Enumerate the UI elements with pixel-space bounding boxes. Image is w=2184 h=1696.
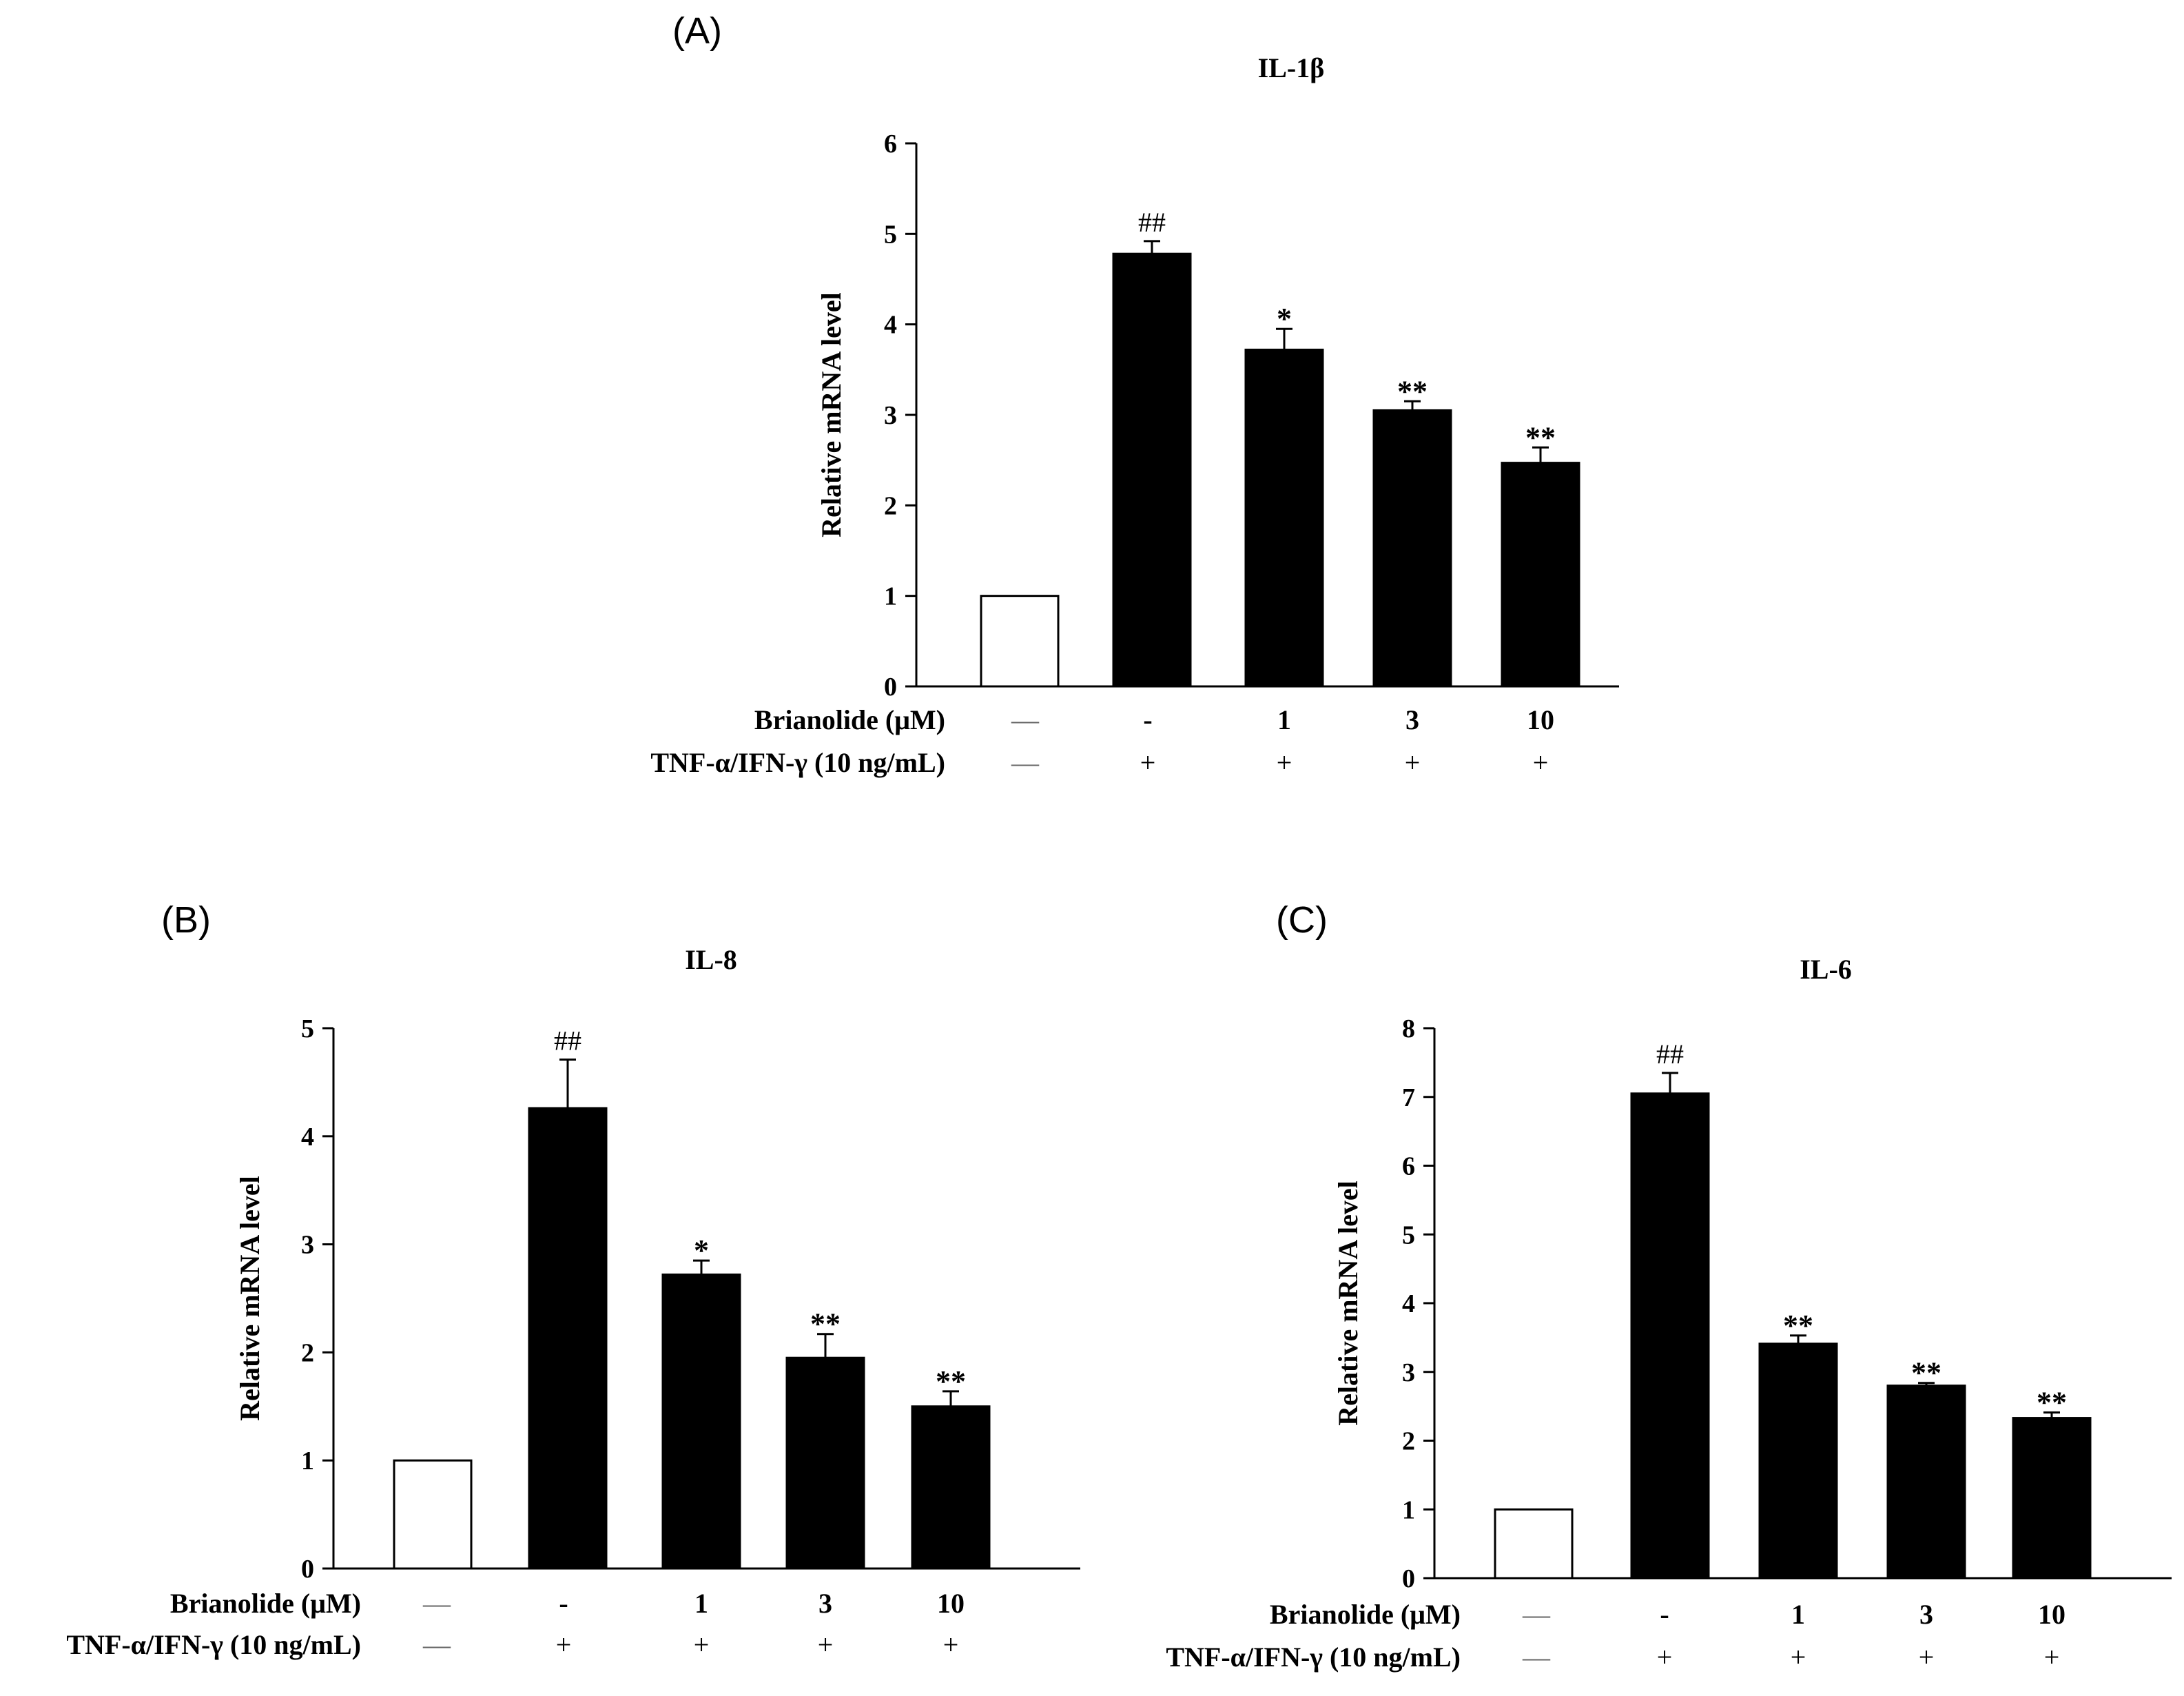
significance-label-1: ## [1138, 207, 1166, 238]
tnf-cell-3: + [1919, 1642, 1935, 1673]
row-label-brianolide: Brianolide (μM) [1270, 1599, 1461, 1630]
bar-2 [1758, 1342, 1838, 1580]
brianolide-cell-3: 3 [1919, 1599, 1933, 1630]
brianolide-cell-4: 10 [937, 1588, 965, 1619]
bar-0 [1494, 1508, 1574, 1580]
significance-label-3: ** [1397, 374, 1428, 408]
bar-4 [2012, 1417, 2092, 1580]
significance-label-4: ** [1525, 420, 1556, 454]
brianolide-cell-1: - [1660, 1599, 1669, 1630]
brianolide-cell-1: - [559, 1588, 568, 1619]
significance-label-4: ** [936, 1365, 966, 1398]
bar-1 [1630, 1092, 1710, 1580]
chart-title: IL-6 [1800, 954, 1852, 985]
significance-label-1: ## [554, 1025, 581, 1056]
y-tick-label: 2 [884, 491, 897, 520]
y-tick-label: 1 [884, 582, 897, 611]
y-tick-label: 1 [1402, 1495, 1415, 1524]
row-label-brianolide: Brianolide (μM) [754, 704, 945, 735]
y-tick-label: 5 [1402, 1220, 1415, 1249]
row-label-tnf: TNF-α/IFN-γ (10 ng/mL) [650, 747, 945, 778]
tnf-cell-4: + [1533, 747, 1549, 778]
panel-letter-b: (B) [161, 899, 211, 941]
y-tick-label: 4 [1402, 1289, 1415, 1318]
y-tick-label: 6 [1402, 1152, 1415, 1181]
y-tick-label: 4 [884, 311, 897, 340]
y-tick-label: 0 [884, 673, 897, 702]
tnf-cell-1: + [1140, 747, 1156, 778]
row-label-tnf: TNF-α/IFN-γ (10 ng/mL) [66, 1629, 361, 1660]
significance-label-3: ** [810, 1307, 841, 1341]
bar-3 [1372, 409, 1452, 688]
y-tick-label: 8 [1402, 1014, 1415, 1043]
significance-label-2: * [694, 1234, 709, 1267]
significance-label-4: ** [2037, 1386, 2067, 1420]
tnf-cell-1: + [1657, 1642, 1673, 1673]
row-label-brianolide: Brianolide (μM) [170, 1588, 361, 1619]
tnf-cell-4: + [943, 1629, 959, 1660]
y-tick-label: 7 [1402, 1083, 1415, 1112]
y-tick-label: 0 [1402, 1564, 1415, 1593]
tnf-cell-3: + [818, 1629, 834, 1660]
chart-panel-c: IL-6 Relative mRNA level 0 1 2 3 4 5 6 7 8 ## ** ** **… [1166, 954, 2172, 1673]
tnf-cell-2: + [694, 1629, 710, 1660]
significance-label-3: ** [1911, 1356, 1941, 1390]
bar-3 [1886, 1385, 1966, 1580]
y-tick-label: 1 [301, 1447, 314, 1475]
tnf-cell-2: + [1277, 747, 1292, 778]
brianolide-cell-2: 1 [1791, 1599, 1805, 1630]
y-tick-label: 5 [301, 1014, 314, 1043]
brianolide-cell-2: 1 [1277, 704, 1291, 735]
tnf-cell-0: — [1011, 747, 1040, 778]
brianolide-cell-3: 3 [1405, 704, 1419, 735]
brianolide-cell-0: — [1522, 1599, 1551, 1630]
y-axis-label: Relative mRNA level [234, 1176, 265, 1420]
bar-1 [1112, 252, 1192, 688]
tnf-cell-0: — [1522, 1642, 1551, 1673]
panel-letter-c: (C) [1276, 899, 1328, 941]
bar-1 [528, 1107, 608, 1570]
bar-2 [1244, 348, 1324, 688]
tnf-cell-4: + [2044, 1642, 2060, 1673]
y-tick-label: 0 [301, 1555, 314, 1584]
bar-4 [1501, 462, 1580, 688]
significance-label-2: ** [1783, 1309, 1813, 1342]
brianolide-cell-4: 10 [2038, 1599, 2065, 1630]
y-axis-label: Relative mRNA level [816, 292, 847, 537]
y-tick-label: 3 [884, 401, 897, 430]
brianolide-cell-2: 1 [694, 1588, 708, 1619]
panel-letter-a: (A) [672, 10, 722, 52]
bar-0 [980, 595, 1060, 688]
brianolide-cell-0: — [1011, 704, 1040, 735]
brianolide-cell-0: — [422, 1588, 451, 1619]
y-tick-label: 6 [884, 130, 897, 159]
brianolide-cell-3: 3 [818, 1588, 832, 1619]
chart-title: IL-1β [1258, 52, 1325, 83]
y-tick-label: 5 [884, 220, 897, 249]
tnf-cell-3: + [1405, 747, 1421, 778]
brianolide-cell-4: 10 [1527, 704, 1554, 735]
significance-label-2: * [1277, 302, 1292, 336]
y-tick-label: 3 [1402, 1358, 1415, 1387]
row-label-tnf: TNF-α/IFN-γ (10 ng/mL) [1166, 1642, 1461, 1673]
bar-2 [661, 1274, 741, 1570]
bar-3 [785, 1356, 865, 1570]
y-tick-label: 3 [301, 1231, 314, 1260]
y-axis-label: Relative mRNA level [1332, 1181, 1363, 1425]
y-tick-label: 4 [301, 1123, 314, 1152]
bar-0 [393, 1459, 473, 1570]
brianolide-cell-1: - [1143, 704, 1152, 735]
chart-title: IL-8 [685, 944, 737, 975]
tnf-cell-2: + [1791, 1642, 1806, 1673]
tnf-cell-1: + [556, 1629, 572, 1660]
y-tick-label: 2 [1402, 1427, 1415, 1456]
significance-label-1: ## [1656, 1039, 1684, 1070]
tnf-cell-0: — [422, 1629, 451, 1660]
bar-4 [911, 1405, 991, 1570]
y-tick-label: 2 [301, 1338, 314, 1367]
